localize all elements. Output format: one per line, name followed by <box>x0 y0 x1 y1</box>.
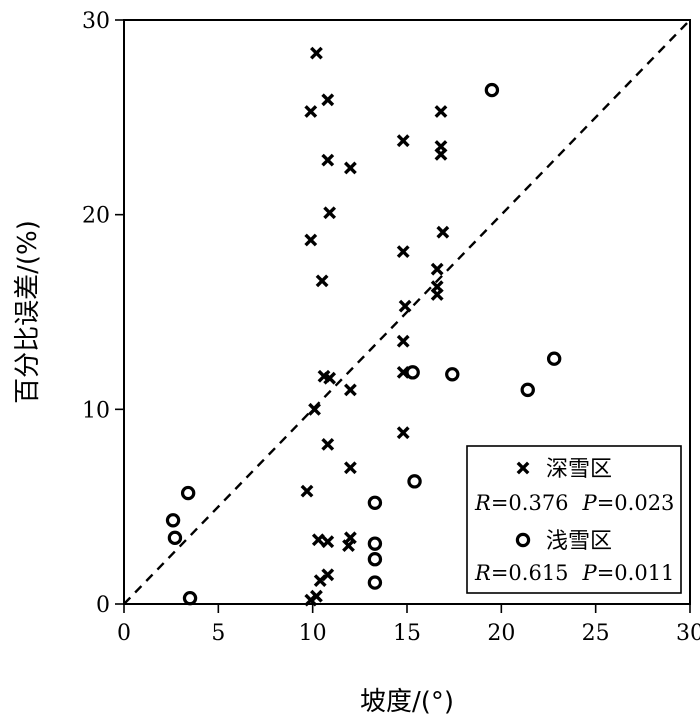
shallow-snow-point <box>445 367 460 382</box>
y-axis-ticks: 0 10 20 30 <box>82 9 124 618</box>
deep-snow-point <box>308 402 321 416</box>
deep-snow-point <box>311 533 325 547</box>
legend-x-marker <box>516 461 530 475</box>
shallow-snow-point <box>165 513 181 528</box>
shallow-snow-point <box>405 365 420 380</box>
shallow-snow-point <box>167 530 183 546</box>
legend-marker-deep-snow <box>516 461 530 475</box>
deep-snow-point <box>436 225 450 239</box>
deep-snow-point <box>398 299 412 313</box>
shallow-snow-point <box>367 552 383 567</box>
x-tick-label: 20 <box>487 621 515 646</box>
legend-label-deep-snow: 深雪区 <box>546 457 612 482</box>
legend-box <box>466 445 682 594</box>
shallow-snow-point <box>367 536 383 551</box>
deep-snow-point <box>321 93 335 107</box>
y-tick-label: 10 <box>82 398 110 423</box>
legend-label-shallow-snow: 浅雪区 <box>546 529 612 554</box>
x-tick-label: 25 <box>582 621 610 646</box>
shallow-snow-point <box>180 485 196 501</box>
deep-snow-point <box>300 484 314 498</box>
legend-stats-shallow-snow: R=0.615 P=0.011 <box>474 561 674 585</box>
deep-snow-point <box>396 245 410 259</box>
deep-snow-point <box>321 535 335 549</box>
deep-snow-point <box>434 105 448 118</box>
shallow-snow-point <box>367 495 383 510</box>
legend-marker-shallow-snow <box>515 532 531 548</box>
x-tick-label: 30 <box>676 621 700 646</box>
x-tick-label: 5 <box>211 621 225 646</box>
deep-snow-point <box>313 574 327 588</box>
deep-snow-point <box>434 147 448 161</box>
shallow-snow-point <box>367 575 383 590</box>
x-tick-label: 10 <box>299 621 327 646</box>
y-axis-title: 百分比误差/(%) <box>13 220 43 404</box>
x-tick-label: 15 <box>393 621 421 646</box>
y-tick-label: 30 <box>82 9 110 34</box>
deep-snow-point <box>396 426 410 440</box>
deep-snow-point <box>343 383 357 397</box>
shallow-snow-point <box>484 82 500 98</box>
deep-snow-point <box>321 437 335 451</box>
x-axis-title: 坡度/(°) <box>360 687 454 717</box>
legend: 深雪区 R=0.376 P=0.023 浅雪区 R=0.615 P=0.011 <box>466 445 682 594</box>
shallow-snow-point <box>407 474 422 489</box>
reference-line-y-equals-x <box>123 19 691 605</box>
shallow-snow-point <box>520 382 535 398</box>
y-tick-label: 0 <box>96 593 110 618</box>
x-axis-ticks: 0 5 10 15 20 25 30 <box>117 604 700 646</box>
deep-snow-point <box>304 233 318 247</box>
deep-snow-point <box>343 461 357 475</box>
shallow-snow-point <box>182 590 198 606</box>
deep-snow-point <box>342 539 355 553</box>
deep-snow-point <box>396 134 410 148</box>
legend-o-marker <box>515 532 531 548</box>
shallow-snow-point <box>546 351 562 366</box>
deep-snow-point <box>323 371 337 385</box>
deep-snow-point <box>396 334 410 348</box>
deep-snow-point <box>343 161 357 175</box>
deep-snow-point <box>323 206 337 220</box>
plot-area-frame <box>123 19 691 605</box>
deep-snow-point <box>304 105 318 118</box>
y-tick-label: 20 <box>82 204 110 229</box>
deep-snow-point <box>321 153 335 167</box>
deep-snow-point <box>310 46 323 60</box>
deep-snow-point <box>315 274 329 288</box>
deep-snow-point <box>430 288 444 301</box>
deep-snow-point <box>430 262 444 276</box>
x-tick-label: 0 <box>117 621 131 646</box>
legend-stats-deep-snow: R=0.376 P=0.023 <box>474 491 674 515</box>
data-points <box>165 46 562 607</box>
